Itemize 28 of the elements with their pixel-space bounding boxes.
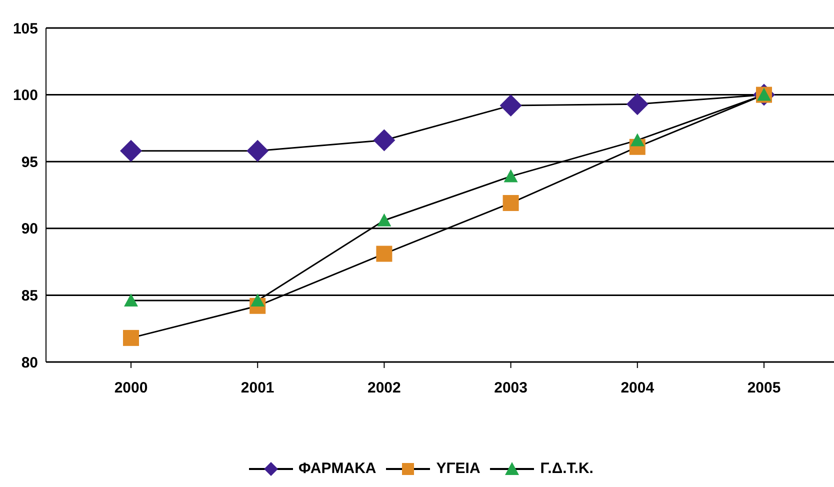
y-tick-label: 95 bbox=[21, 154, 38, 171]
point bbox=[124, 294, 138, 307]
point bbox=[626, 93, 648, 116]
point bbox=[376, 246, 392, 262]
y-tick-label: 80 bbox=[21, 354, 38, 372]
legend-label: Γ.Δ.Τ.Κ. bbox=[540, 460, 594, 477]
x-tick-label: 2003 bbox=[494, 380, 528, 397]
x-tick-label: 2002 bbox=[368, 380, 401, 397]
point bbox=[502, 195, 519, 212]
y-tick-label: 100 bbox=[12, 87, 38, 104]
y-tick-label: 105 bbox=[12, 20, 38, 38]
x-tick-label: 2001 bbox=[240, 380, 274, 397]
point bbox=[630, 133, 644, 146]
x-tick-label: 2004 bbox=[620, 380, 655, 397]
legend-label: ΥΓΕΙΑ bbox=[436, 460, 480, 477]
y-tick-label: 85 bbox=[21, 288, 38, 305]
point bbox=[500, 94, 522, 116]
point bbox=[246, 140, 269, 162]
point bbox=[123, 330, 139, 346]
point bbox=[250, 294, 265, 307]
point bbox=[120, 140, 142, 162]
point bbox=[377, 213, 392, 226]
point bbox=[504, 169, 518, 182]
legend-label: ΦΑΡΜΑΚΑ bbox=[298, 460, 376, 477]
point bbox=[373, 129, 396, 152]
x-tick-label: 2000 bbox=[114, 380, 148, 397]
x-tick-label: 2005 bbox=[747, 380, 781, 397]
y-tick-label: 90 bbox=[21, 220, 38, 238]
